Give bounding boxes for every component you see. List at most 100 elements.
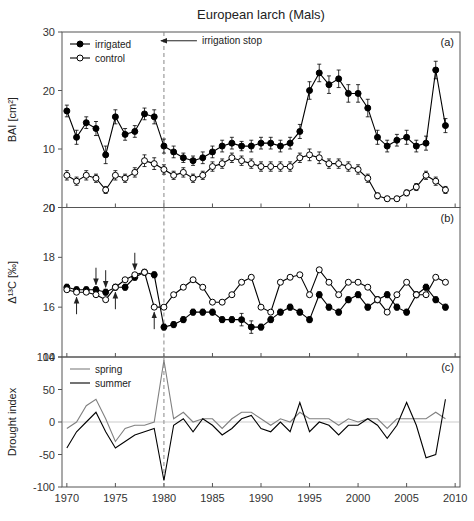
series-line [67, 270, 446, 312]
error-bar [269, 317, 273, 323]
point [413, 184, 419, 190]
point [171, 322, 177, 328]
point [384, 292, 390, 298]
point [180, 155, 186, 161]
x-tick-label: 1985 [200, 492, 224, 504]
error-bar [143, 155, 147, 167]
error-bar [278, 162, 282, 171]
error-bar [414, 292, 418, 298]
point [423, 172, 429, 178]
error-bar [259, 137, 263, 149]
x-tick [309, 483, 310, 487]
point [171, 292, 177, 298]
point [326, 82, 332, 88]
error-bar [113, 110, 117, 124]
point [200, 284, 206, 290]
error-bar [104, 186, 108, 193]
point [151, 114, 157, 120]
point [180, 284, 186, 290]
error-bar [240, 156, 244, 165]
error-bar [298, 153, 302, 162]
point [190, 158, 196, 164]
point [219, 299, 225, 305]
point [132, 169, 138, 175]
x-tick [66, 353, 67, 357]
point [142, 158, 148, 164]
error-bar [240, 141, 244, 150]
legend: springsummer [70, 364, 132, 389]
y-tick [58, 307, 62, 308]
point [277, 279, 283, 285]
error-bar [210, 162, 214, 171]
point [394, 137, 400, 143]
point [248, 324, 254, 330]
error-bar [220, 317, 224, 323]
point [132, 128, 138, 134]
error-bar [385, 196, 389, 201]
point [64, 287, 70, 293]
point [355, 90, 361, 96]
error-bar [123, 284, 127, 290]
point [239, 317, 245, 323]
point [277, 143, 283, 149]
annotation-arrow [154, 312, 155, 329]
legend-entry: control [95, 53, 125, 64]
error-bar [337, 309, 341, 315]
y-tick [58, 389, 62, 390]
point [326, 304, 332, 310]
x-tick-label: 1990 [249, 492, 273, 504]
error-bar [288, 162, 292, 171]
point [336, 292, 342, 298]
y-tick [58, 149, 62, 150]
legend-entry: irrigated [95, 39, 131, 50]
point [345, 279, 351, 285]
error-bar [172, 171, 176, 179]
error-bar [220, 140, 224, 152]
y-axis-label: Drought index [6, 387, 18, 456]
error-bar [152, 158, 156, 170]
point [442, 187, 448, 193]
y-tick-label: 20 [43, 202, 55, 214]
error-bar [249, 140, 253, 152]
error-bar [84, 171, 88, 180]
point [423, 284, 429, 290]
x-tick-label: 1995 [297, 492, 321, 504]
plot-frame [62, 32, 460, 208]
error-bar [230, 137, 234, 149]
point [355, 292, 361, 298]
point [355, 279, 361, 285]
x-tick-label: 2010 [443, 492, 467, 504]
point [122, 131, 128, 137]
error-bar [191, 309, 195, 315]
legend-entry: summer [95, 378, 132, 389]
y-tick-label: -100 [33, 481, 55, 493]
y-tick-label: 20 [43, 85, 55, 97]
point [345, 164, 351, 170]
y-axis-label: BAI [cm²] [6, 97, 18, 142]
title: European larch (Mals) [197, 7, 325, 22]
plot-frame [62, 208, 460, 358]
error-bar [414, 184, 418, 191]
error-bar [375, 130, 379, 144]
y-tick [58, 90, 62, 91]
point [200, 155, 206, 161]
y-tick [58, 257, 62, 258]
error-bar [191, 174, 195, 182]
annotation-arrow [105, 270, 106, 287]
error-bar [230, 153, 234, 162]
point [404, 309, 410, 315]
error-bar [269, 137, 273, 149]
error-bar [346, 85, 350, 103]
plot-frame [62, 357, 460, 487]
point [297, 128, 303, 134]
point [287, 274, 293, 280]
point [326, 161, 332, 167]
error-bar [443, 119, 447, 133]
error-bar [298, 124, 302, 138]
point [297, 155, 303, 161]
point [404, 134, 410, 140]
error-bar [84, 117, 88, 129]
point [180, 317, 186, 323]
error-bar [210, 146, 214, 158]
point [74, 289, 80, 295]
